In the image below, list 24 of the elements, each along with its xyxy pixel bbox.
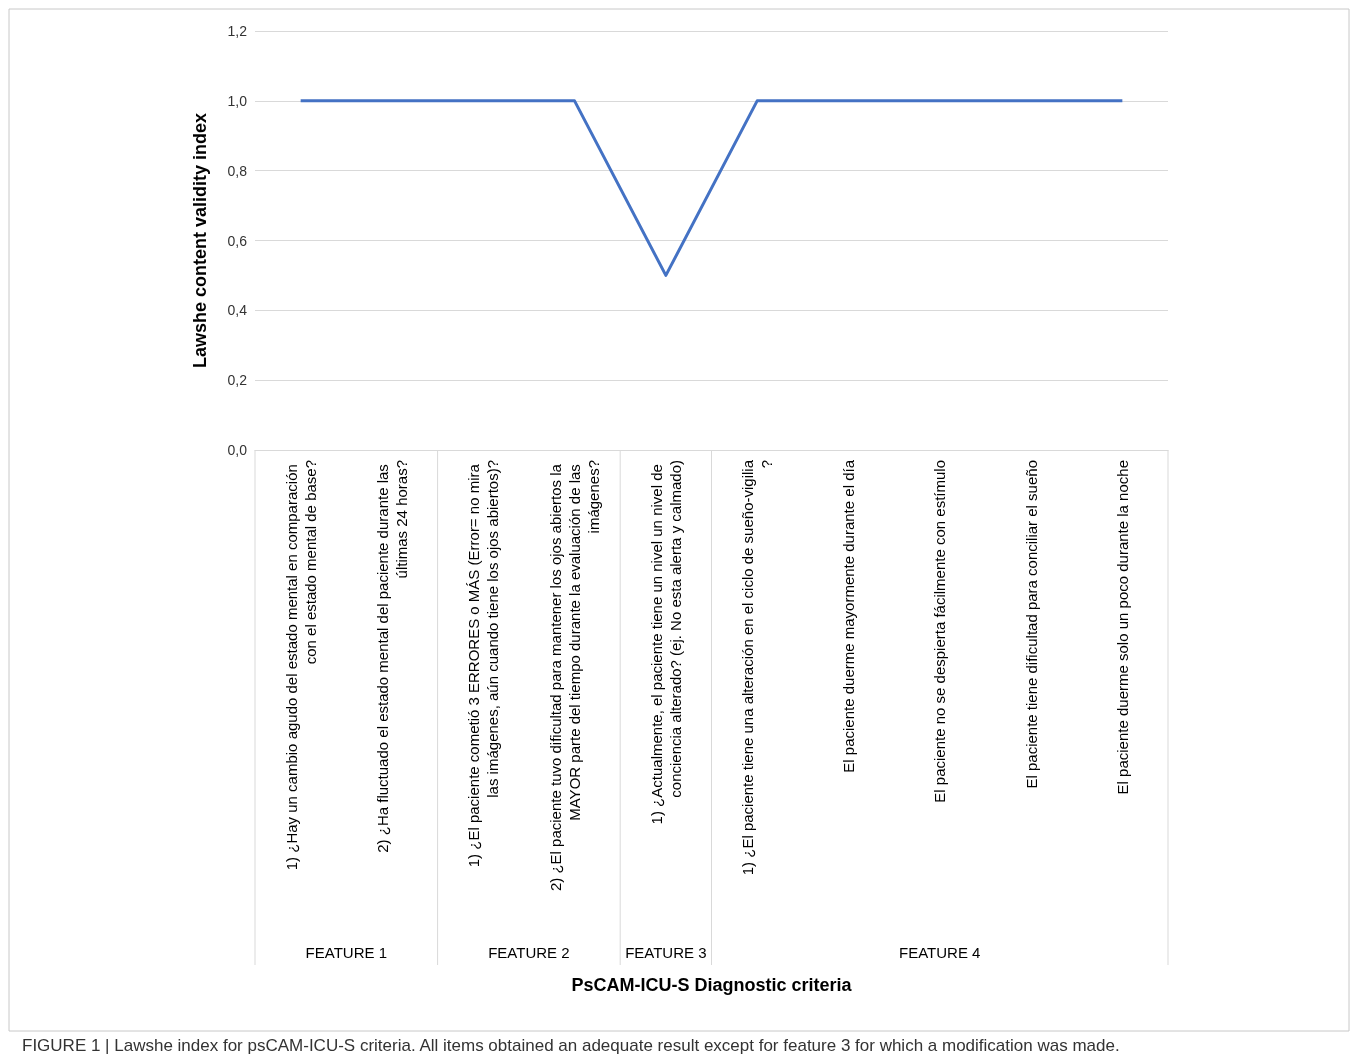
- y-tick-label: 0,2: [227, 372, 248, 389]
- y-tick-label: 0,8: [227, 162, 248, 179]
- y-tick-label: 1,2: [227, 23, 248, 39]
- y-tick-label: 0,6: [227, 232, 248, 249]
- x-tick-label: El paciente duerme solo un poco durante la noche: [1113, 460, 1131, 795]
- x-tick-label: El paciente duerme mayormente durante el día: [839, 459, 857, 773]
- x-tick-label: 1) ¿Actualmente, el paciente tiene un nivel un nivel de conciencia alterado? (ej. No esta alerta y calmado): [647, 460, 684, 825]
- text: FEATURE 3: [625, 943, 707, 961]
- x-tick-label: El paciente tiene dificultad para conciliar el sueño: [1022, 460, 1040, 789]
- x-tick-label: El paciente no se despierta fácilmente con estímulo: [931, 460, 949, 803]
- text: FEATURE 4: [899, 943, 981, 961]
- x-tick-label: 1) ¿El paciente tiene una alteración en el ciclo de sueño-vigilia?: [739, 459, 776, 876]
- y-tick-label: 0,0: [227, 442, 248, 458]
- x-tick-label: 1) ¿Hay un cambio agudo del estado mental en comparación con el estado mental de base?: [282, 460, 319, 871]
- text: FEATURE 1: [305, 943, 387, 961]
- y-tick-label: 0,4: [227, 302, 248, 319]
- x-tick-label: 2) ¿El paciente tuvo dificultad para mantener los ojos abiertos la MAYOR parte del tiempo durante la evaluación de las imágenes?: [547, 460, 603, 892]
- text: PsCAM-ICU-S Diagnostic criteria: [571, 975, 853, 995]
- caption: FIGURE 1 | Lawshe index for psCAM-ICU-S criteria. All items obtained an adequate result except for feature 3 for which a modification was made.: [22, 1035, 1120, 1055]
- text: FEATURE 2: [488, 943, 570, 961]
- x-tick-label: 2) ¿Ha fluctuado el estado mental del paciente durante las últimas 24 horas?: [373, 460, 410, 853]
- x-tick-label: 1) ¿El paciente cometió 3 ERRORES o MÁS (Error= no mira las imágenes, aún cuando tiene los ojos abiertos)?: [465, 460, 502, 868]
- y-axis-title: Lawshe content validity index: [190, 112, 210, 369]
- y-tick-label: 1,0: [227, 92, 248, 109]
